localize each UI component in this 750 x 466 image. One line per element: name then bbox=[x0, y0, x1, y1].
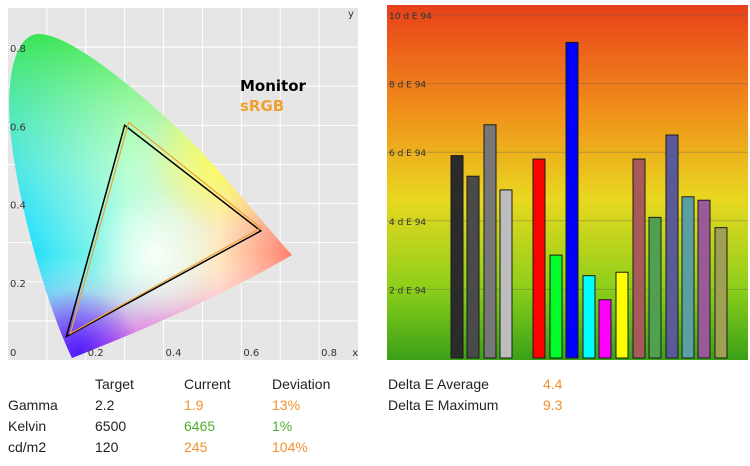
row-gamma-target: 2.2 bbox=[95, 397, 115, 413]
delta-e-bar bbox=[648, 216, 662, 359]
cie-x-tick-label: 0.6 bbox=[243, 348, 259, 359]
gamut-triangles bbox=[65, 121, 263, 339]
cie-x-tick-label: 0.8 bbox=[321, 348, 337, 359]
row-gamma-deviation: 13% bbox=[272, 397, 301, 413]
delta-e-maximum-value: 9.3 bbox=[543, 397, 563, 413]
delta-e-bar bbox=[598, 299, 612, 359]
delta-e-bar bbox=[632, 158, 646, 359]
legend-monitor: Monitor bbox=[240, 77, 307, 95]
delta-e-bar bbox=[466, 175, 480, 359]
delta-e-bar bbox=[615, 271, 629, 359]
delta-e-bar bbox=[565, 41, 579, 359]
gamut-srgb bbox=[69, 121, 262, 335]
bar-axis-ticks: 2 d E 94 4 d E 94 6 d E 94 8 d E 94 10 d E 9… bbox=[389, 12, 432, 296]
delta-e-bar bbox=[681, 196, 695, 359]
cie-chromaticity-chart: 0 0.2 0.4 0.6 0.8 x 0.2 0.4 0.6 0.8 y Monitor sRGB bbox=[8, 8, 358, 360]
row-kelvin-label: Kelvin bbox=[8, 418, 47, 434]
delta-e-maximum-label: Delta E Maximum bbox=[388, 397, 499, 413]
bar-y-tick-label: 2 d E 94 bbox=[389, 286, 426, 296]
delta-e-average-label: Delta E Average bbox=[388, 376, 489, 392]
delta-e-bar bbox=[450, 155, 464, 359]
row-luminance-target: 120 bbox=[95, 439, 119, 455]
cie-x-tick-label: 0 bbox=[10, 348, 16, 359]
cie-y-tick-label: y bbox=[348, 9, 354, 20]
cie-axis-ticks: 0 0.2 0.4 0.6 0.8 x 0.2 0.4 0.6 0.8 y bbox=[10, 9, 358, 359]
cie-x-tick-label: 0.2 bbox=[88, 348, 104, 359]
cie-x-tick-label: 0.4 bbox=[166, 348, 182, 359]
row-gamma-current: 1.9 bbox=[184, 397, 204, 413]
bar-y-tick-label: 8 d E 94 bbox=[389, 81, 426, 91]
bar-y-tick-label: 6 d E 94 bbox=[389, 149, 426, 159]
delta-e-bar bbox=[582, 275, 596, 359]
bar-y-tick-label: 4 d E 94 bbox=[389, 218, 426, 228]
header-target: Target bbox=[95, 376, 134, 392]
delta-e-bar bbox=[549, 254, 563, 359]
cie-y-tick-label: 0.8 bbox=[10, 44, 26, 55]
delta-e-bar bbox=[697, 199, 711, 359]
row-luminance-deviation: 104% bbox=[272, 439, 308, 455]
delta-e-bar bbox=[714, 227, 728, 359]
row-gamma-label: Gamma bbox=[8, 397, 58, 413]
header-deviation: Deviation bbox=[272, 376, 331, 392]
row-luminance-current: 245 bbox=[184, 439, 208, 455]
delta-e-bar bbox=[483, 124, 497, 359]
delta-e-bar bbox=[532, 158, 546, 359]
bars bbox=[450, 41, 728, 359]
header-current: Current bbox=[184, 376, 231, 392]
row-kelvin-deviation: 1% bbox=[272, 418, 293, 434]
delta-e-bar-chart: 2 d E 94 4 d E 94 6 d E 94 8 d E 94 10 d E 9… bbox=[387, 5, 748, 360]
delta-e-bar bbox=[665, 134, 679, 359]
cie-x-tick-label: x bbox=[352, 348, 358, 359]
cie-y-tick-label: 0.4 bbox=[10, 201, 26, 212]
gamut-monitor bbox=[65, 124, 263, 339]
delta-e-bar bbox=[499, 189, 513, 359]
row-kelvin-current: 6465 bbox=[184, 418, 216, 434]
row-luminance-label: cd/m2 bbox=[8, 439, 47, 455]
delta-e-average-value: 4.4 bbox=[543, 376, 563, 392]
legend-srgb: sRGB bbox=[240, 97, 284, 115]
row-kelvin-target: 6500 bbox=[95, 418, 127, 434]
cie-y-tick-label: 0.2 bbox=[10, 279, 26, 290]
cie-y-tick-label: 0.6 bbox=[10, 122, 26, 133]
bar-y-tick-label: 10 d E 94 bbox=[389, 12, 432, 22]
